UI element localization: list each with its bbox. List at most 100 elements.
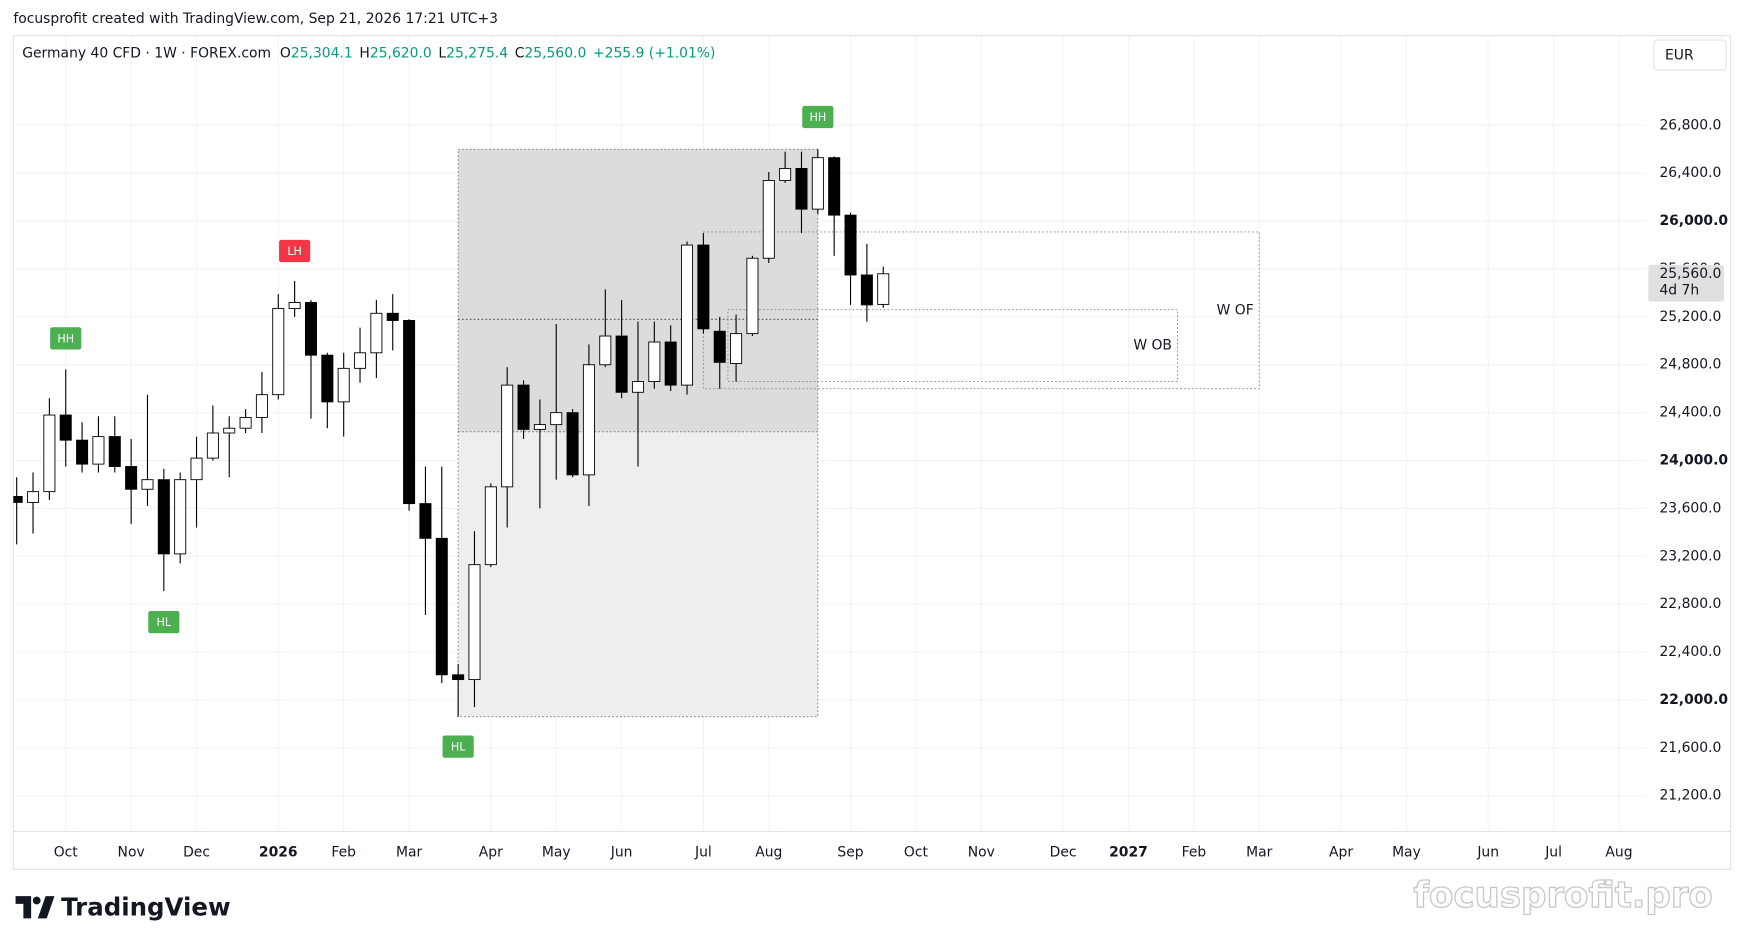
candle-body [157,479,170,555]
y-tick-label: 26,400.0 [1659,165,1721,181]
y-tick-label: 21,200.0 [1659,788,1721,804]
x-tick-label: Oct [54,845,79,861]
candle-body [190,457,203,481]
currency[interactable]: EUR [1665,48,1694,64]
candle-body [370,312,383,354]
pane [12,35,1732,870]
legend: Germany 40 CFD · 1W · FOREX.com O25,304.1… [22,45,715,61]
annotation-box [148,611,180,634]
zone [457,431,819,718]
candle-body [43,414,56,493]
x-tick-label: Sep [837,845,863,861]
legend-value: 25,560.0 [524,45,586,61]
x-tick-label: Aug [755,845,782,861]
y-tick-label: 24,400.0 [1659,405,1721,421]
candle-body [255,394,268,418]
annotation-box [279,239,311,263]
candle-body [795,168,808,210]
candle-body [877,273,890,305]
y-tick-label: 26,800.0 [1659,117,1721,133]
y-tick-label: 23,200.0 [1659,548,1721,564]
x-tick-label: Mar [396,845,423,861]
x-tick-label: Oct [904,845,929,861]
candle-body [174,479,187,555]
candle-body [517,384,530,430]
x-tick-label: Jun [610,845,633,861]
legend-value: 25,275.4 [446,45,508,61]
candle-body [354,352,367,369]
x-tick-label: Mar [1246,845,1273,861]
y-tick-label: 25,200.0 [1659,309,1721,325]
x-tick-label: 2026 [259,845,298,861]
candle-body [844,214,857,276]
symbol: Germany 40 CFD · 1W · FOREX.com [22,45,271,61]
y-tick-label: 22,000.0 [1659,692,1728,708]
candle-body [452,674,465,681]
legend-value: 25,304.1 [291,45,353,61]
x-tick-label: Nov [118,845,145,861]
candle-body [239,416,252,429]
legend-key: C [515,45,525,61]
candle-body [860,274,873,306]
candle-body [288,302,301,309]
box-label: W OB [1133,338,1172,354]
legend-key: L [438,45,446,61]
candle-body [550,412,563,426]
x-tick-label: Feb [331,845,356,861]
candle-body [419,503,432,539]
x-tick-label: Dec [183,845,210,861]
brand[interactable]: TradingView [61,892,230,921]
candle-body [811,157,824,210]
y-tick-label: 22,400.0 [1659,644,1721,660]
last-price-box [1648,264,1724,302]
candle-body [76,439,89,465]
candle-body [533,424,546,430]
x-tick-label: Apr [1329,845,1353,861]
candle-body [108,436,121,467]
tradingview-logo[interactable]: TradingView [15,892,231,921]
candle-body [141,479,154,490]
x-tick-label: May [542,845,571,861]
candle-body [337,367,350,403]
candle-body [730,333,743,365]
candle-body [13,495,23,503]
candle-body [582,364,595,476]
watermark: focusprofit.pro [1413,875,1712,916]
candle-body [631,381,644,393]
candle-body [403,320,416,505]
annotation-label: HL [451,741,466,754]
annotation-label: HL [157,616,172,629]
candle-body [762,179,775,259]
x-tick-label: Jun [1476,845,1499,861]
candle-body [125,466,138,490]
x-tick-label: Dec [1050,845,1077,861]
y-tick-label: 24,000.0 [1659,453,1728,469]
countdown: 4d 7h [1659,282,1699,298]
annotation-label: HH [57,333,74,346]
candle-body [501,384,514,488]
candle-body [697,244,710,330]
legend-key: H [359,45,369,61]
annotation-box [802,105,834,129]
y-tick-label: 21,600.0 [1659,740,1721,756]
y-tick-label: 26,000.0 [1659,213,1728,229]
candle-body [59,414,72,441]
x-tick-label: May [1392,845,1421,861]
candle-body [828,157,841,216]
currency-box[interactable] [1653,39,1727,71]
candle-body [272,308,285,396]
candle-body [321,354,334,403]
logo-dot [32,896,41,905]
annotation-label: HH [809,111,826,124]
y-tick-label: 22,800.0 [1659,596,1721,612]
candle-body [681,244,694,386]
x-tick-label: Feb [1182,845,1207,861]
box-label: W OF [1217,302,1254,318]
candle-body [435,537,448,676]
candle-body [92,436,105,465]
candle-body [206,432,219,459]
annotation-box [442,735,474,758]
candle-body [386,312,399,321]
legend-key: O [280,45,291,61]
